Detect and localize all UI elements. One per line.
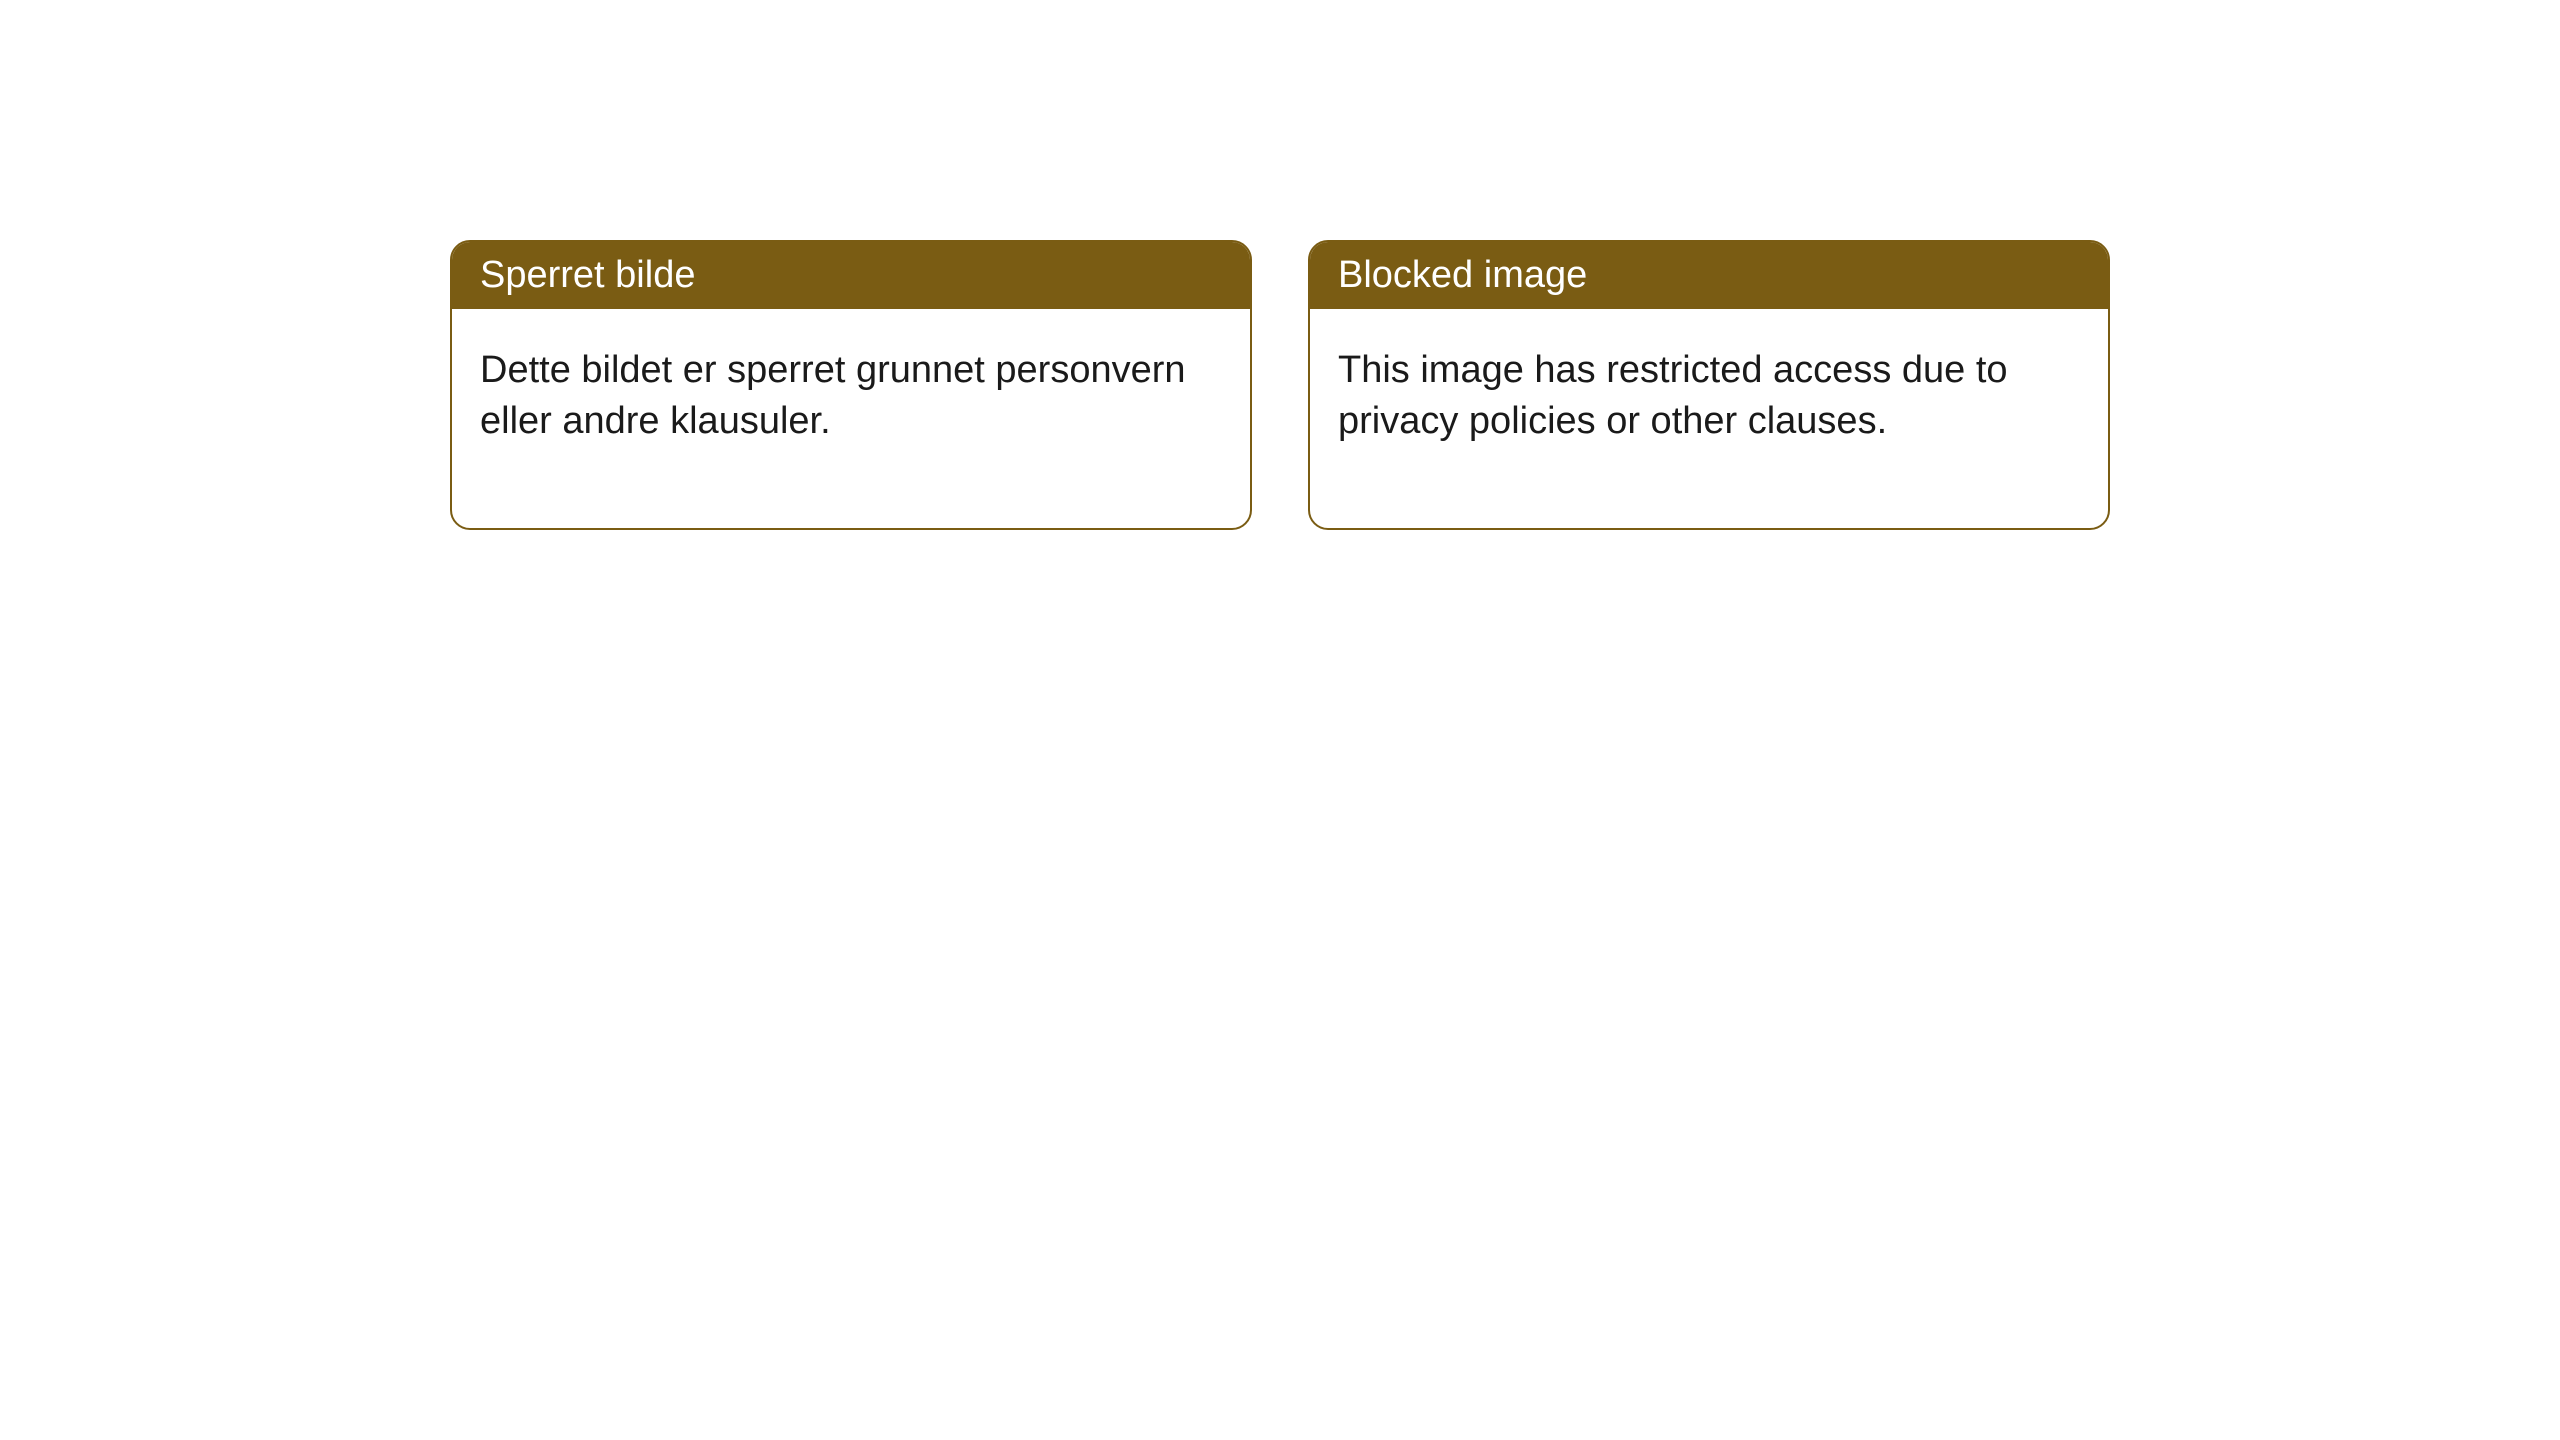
card-body: This image has restricted access due to … — [1310, 309, 2108, 528]
card-body: Dette bildet er sperret grunnet personve… — [452, 309, 1250, 528]
card-header: Blocked image — [1310, 242, 2108, 309]
notice-container: Sperret bilde Dette bildet er sperret gr… — [0, 0, 2560, 530]
blocked-image-card-no: Sperret bilde Dette bildet er sperret gr… — [450, 240, 1252, 530]
card-header: Sperret bilde — [452, 242, 1250, 309]
blocked-image-card-en: Blocked image This image has restricted … — [1308, 240, 2110, 530]
